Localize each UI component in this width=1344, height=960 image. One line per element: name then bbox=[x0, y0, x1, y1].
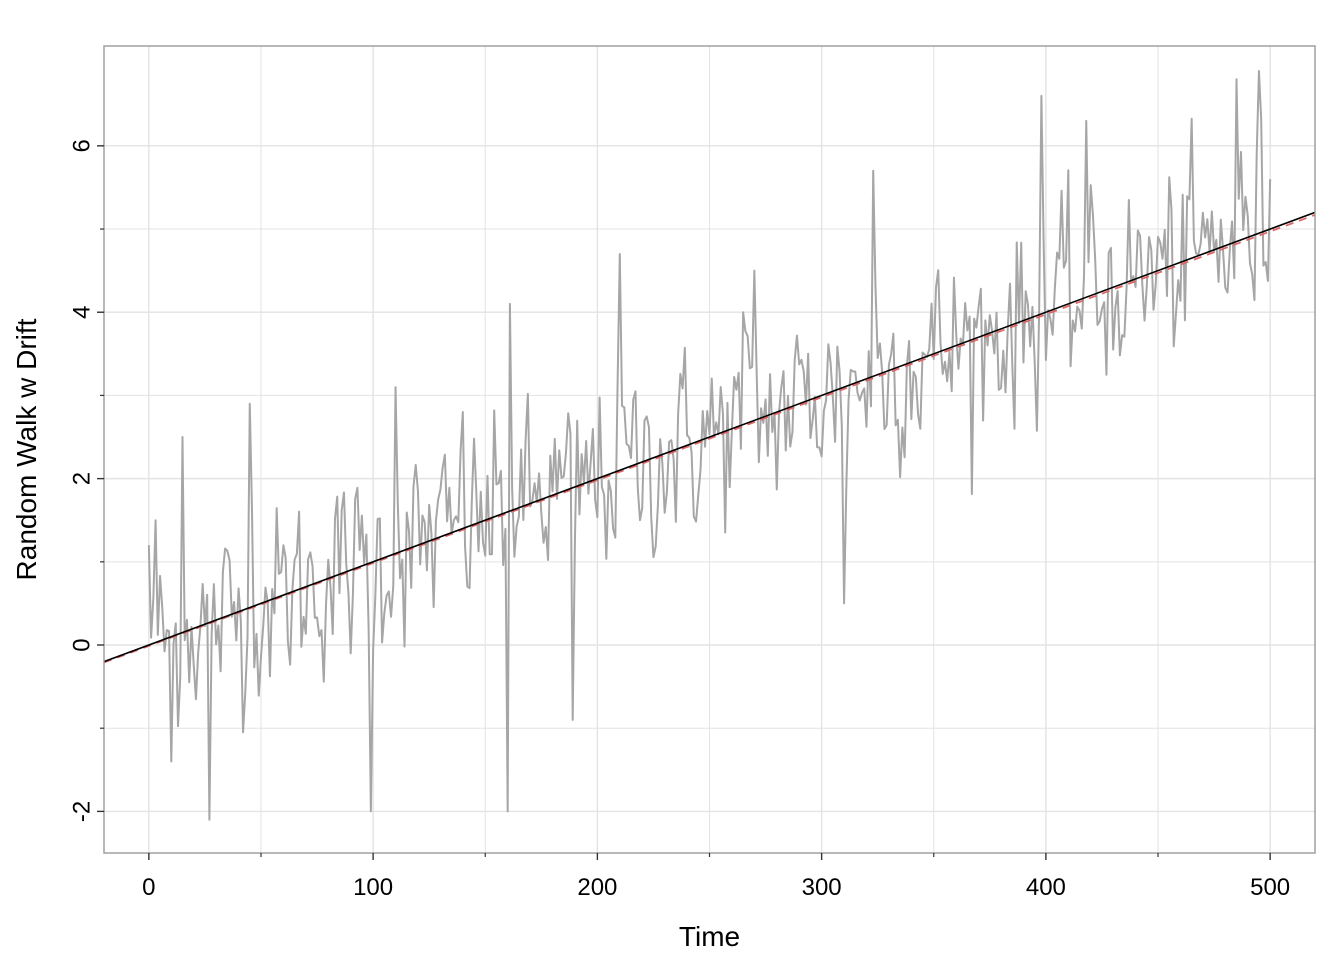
x-tick-label: 0 bbox=[142, 874, 155, 901]
series-line-trend bbox=[104, 211, 1315, 663]
y-tick-label: 4 bbox=[69, 306, 96, 319]
series-line-fitted-dashed bbox=[104, 214, 1315, 664]
x-axis-title: Time bbox=[679, 921, 740, 952]
series-line-random-walk bbox=[147, 69, 1272, 821]
x-tick-label: 200 bbox=[577, 874, 617, 901]
x-tick-label: 100 bbox=[353, 874, 393, 901]
series-lines bbox=[104, 69, 1315, 821]
y-tick-label: 6 bbox=[69, 139, 96, 152]
y-tick-label: 0 bbox=[69, 638, 96, 651]
x-tick-label: 500 bbox=[1250, 874, 1290, 901]
x-tick-label: 300 bbox=[802, 874, 842, 901]
y-axis-title: Random Walk w Drift bbox=[11, 318, 42, 580]
y-tick-label: 2 bbox=[69, 472, 96, 485]
x-tick-label: 400 bbox=[1026, 874, 1066, 901]
axis-ticks: 0 100 200 300 400 500 -2 0 2 4 6 bbox=[69, 139, 1291, 901]
y-tick-label: -2 bbox=[69, 801, 96, 822]
